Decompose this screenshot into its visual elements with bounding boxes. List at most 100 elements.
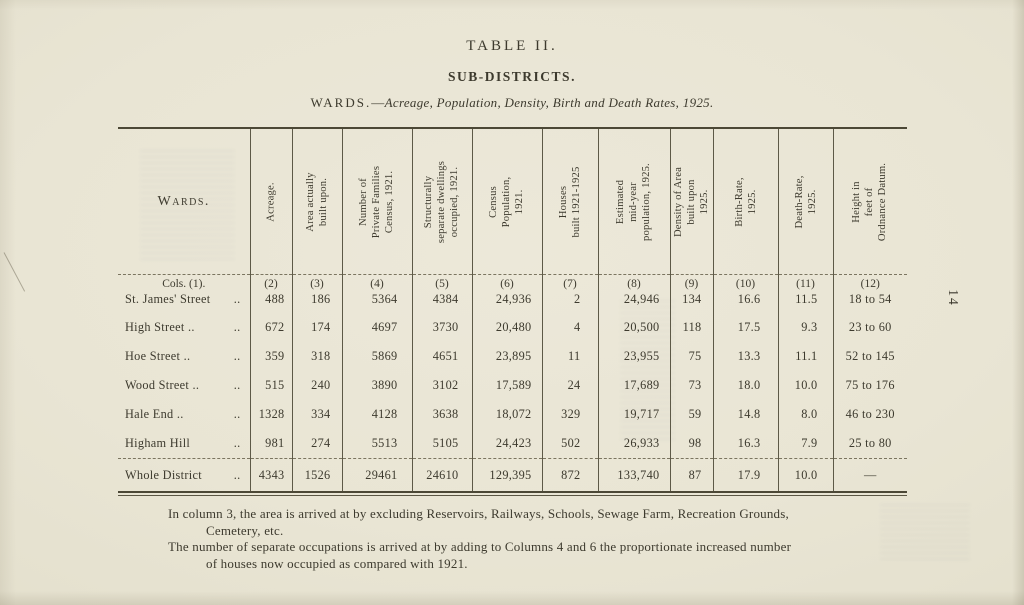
value-cell: 5513 bbox=[341, 429, 412, 459]
value-cell: 5105 bbox=[411, 429, 472, 459]
value-cell: 10.0 bbox=[777, 458, 833, 492]
value-cell: 75 bbox=[669, 342, 713, 371]
value-cell: 2 bbox=[541, 291, 598, 313]
value-cell: 24,423 bbox=[471, 429, 542, 459]
col-number-label: (5) bbox=[411, 274, 472, 291]
leader-dots: .. bbox=[233, 407, 241, 421]
ward-cell-inner: High Street .... bbox=[125, 320, 241, 335]
footnote-line: Cemetery, etc. bbox=[206, 522, 284, 538]
value-cell: 24 bbox=[541, 371, 598, 400]
column-header-private-families: Number of Private Families Census, 1921. bbox=[341, 128, 412, 275]
value-cell: 1526 bbox=[291, 458, 342, 492]
rotated-header-text: Houses built 1921-1925 bbox=[557, 166, 582, 237]
caption-dash: — bbox=[371, 95, 385, 110]
column-header-birth-rate: Birth-Rate, 1925. bbox=[712, 128, 778, 275]
value-cell: 11 bbox=[541, 342, 598, 371]
value-cell: 87 bbox=[669, 458, 713, 492]
bleed-through-texture bbox=[880, 500, 970, 560]
value-cell: 133,740 bbox=[597, 458, 670, 492]
col-number-label: (4) bbox=[341, 274, 412, 291]
column-header-height-ordnance: Height in feet of Ordnance Datum. bbox=[832, 128, 907, 275]
value-cell: 5869 bbox=[341, 342, 412, 371]
ward-cell-inner: Hoe Street .... bbox=[125, 349, 241, 364]
value-cell: 29461 bbox=[341, 458, 412, 492]
value-cell: 24,946 bbox=[597, 291, 670, 313]
footnote: The number of separate occupations is ar… bbox=[168, 539, 888, 572]
col-number-label: (3) bbox=[291, 274, 342, 291]
table-row: High Street .... 672 174 4697 3730 20,480 4 20,… bbox=[118, 313, 907, 342]
value-cell: 23,895 bbox=[471, 342, 542, 371]
value-cell: 24610 bbox=[411, 458, 472, 492]
value-cell: 3730 bbox=[411, 313, 472, 342]
value-cell: 8.0 bbox=[777, 400, 833, 429]
value-cell: 1328 bbox=[249, 400, 292, 429]
value-cell: 17.9 bbox=[712, 458, 778, 492]
value-cell: 488 bbox=[249, 291, 292, 313]
value-cell: 20,480 bbox=[471, 313, 542, 342]
column-number-row: Cols. (1). (2) (3) (4) (5) (6) (7) (8) (9) (10) (1… bbox=[118, 274, 907, 291]
value-cell: 10.0 bbox=[777, 371, 833, 400]
value-cell: 129,395 bbox=[471, 458, 542, 492]
rotated-header-text: Estimated mid-year population, 1925. bbox=[615, 162, 653, 241]
height-range-cell: 75 to 176 bbox=[832, 371, 907, 400]
col-number-label: (8) bbox=[597, 274, 670, 291]
table-row: Hale End .... 1328 334 4128 3638 18,072 329 19,… bbox=[118, 400, 907, 429]
column-header-census-population: Census Population, 1921. bbox=[471, 128, 542, 275]
value-cell: 872 bbox=[541, 458, 598, 492]
ward-name: Whole District bbox=[125, 467, 202, 482]
value-cell: 3638 bbox=[411, 400, 472, 429]
value-cell: 9.3 bbox=[777, 313, 833, 342]
ward-cell: St. James' Street.. bbox=[118, 291, 250, 313]
value-cell: 186 bbox=[291, 291, 342, 313]
value-cell: 59 bbox=[669, 400, 713, 429]
column-header-death-rate: Death-Rate, 1925. bbox=[777, 128, 833, 275]
value-cell: 14.8 bbox=[712, 400, 778, 429]
value-cell: 16.6 bbox=[712, 291, 778, 313]
rotated-header-text: Number of Private Families Census, 1921. bbox=[358, 165, 396, 238]
value-cell: 98 bbox=[669, 429, 713, 459]
value-cell: 23,955 bbox=[597, 342, 670, 371]
value-cell: 3102 bbox=[411, 371, 472, 400]
value-cell: 26,933 bbox=[597, 429, 670, 459]
value-cell: 502 bbox=[541, 429, 598, 459]
table-row: Wood Street .... 515 240 3890 3102 17,589 24 17… bbox=[118, 371, 907, 400]
ward-cell: Wood Street .... bbox=[118, 371, 250, 400]
col-number-label: (7) bbox=[541, 274, 598, 291]
value-cell: 16.3 bbox=[712, 429, 778, 459]
footnote-line: The number of separate occupations is ar… bbox=[168, 539, 792, 554]
caption-prefix: WARDS. bbox=[310, 95, 372, 110]
table-row: Hoe Street .... 359 318 5869 4651 23,895 11 23,… bbox=[118, 342, 907, 371]
value-cell: 515 bbox=[249, 371, 292, 400]
height-range-cell: 18 to 54 bbox=[832, 291, 907, 313]
ward-name: Hale End .. bbox=[125, 407, 184, 421]
ward-cell-inner: Wood Street .... bbox=[125, 378, 241, 393]
footnote: In column 3, the area is arrived at by e… bbox=[168, 506, 888, 539]
table-subtitle: SUB-DISTRICTS. bbox=[448, 69, 576, 84]
value-cell: 7.9 bbox=[777, 429, 833, 459]
leader-dots: .. bbox=[233, 349, 241, 363]
col-number-label: (11) bbox=[777, 274, 833, 291]
table-row: Higham Hill.. 981 274 5513 5105 24,423 502 26,9… bbox=[118, 429, 907, 459]
value-cell: 672 bbox=[249, 313, 292, 342]
value-cell: 174 bbox=[291, 313, 342, 342]
column-header-area-built-upon: Area actually built upon. bbox=[291, 128, 342, 275]
value-cell: 240 bbox=[291, 371, 342, 400]
value-cell: 118 bbox=[669, 313, 713, 342]
value-cell: 20,500 bbox=[597, 313, 670, 342]
value-cell: 17,589 bbox=[471, 371, 542, 400]
value-cell: 3890 bbox=[341, 371, 412, 400]
value-cell: 11.5 bbox=[777, 291, 833, 313]
value-cell: 134 bbox=[669, 291, 713, 313]
col-number-label: (6) bbox=[471, 274, 542, 291]
column-header-wards: Wards. bbox=[157, 193, 210, 209]
ward-cell-inner: St. James' Street.. bbox=[125, 292, 241, 307]
value-cell: 11.1 bbox=[777, 342, 833, 371]
table-caption: WARDS.—Acreage, Population, Density, Bir… bbox=[0, 95, 1024, 111]
value-cell: 18.0 bbox=[712, 371, 778, 400]
value-cell: 274 bbox=[291, 429, 342, 459]
table-header-row: Wards. Acreage. Area actually built upon. N… bbox=[118, 128, 907, 275]
page-number: 14 bbox=[945, 289, 961, 307]
value-cell: 18,072 bbox=[471, 400, 542, 429]
rotated-header-text: Structurally separate dwellings occupied… bbox=[423, 160, 461, 243]
leader-dots: .. bbox=[233, 292, 241, 306]
